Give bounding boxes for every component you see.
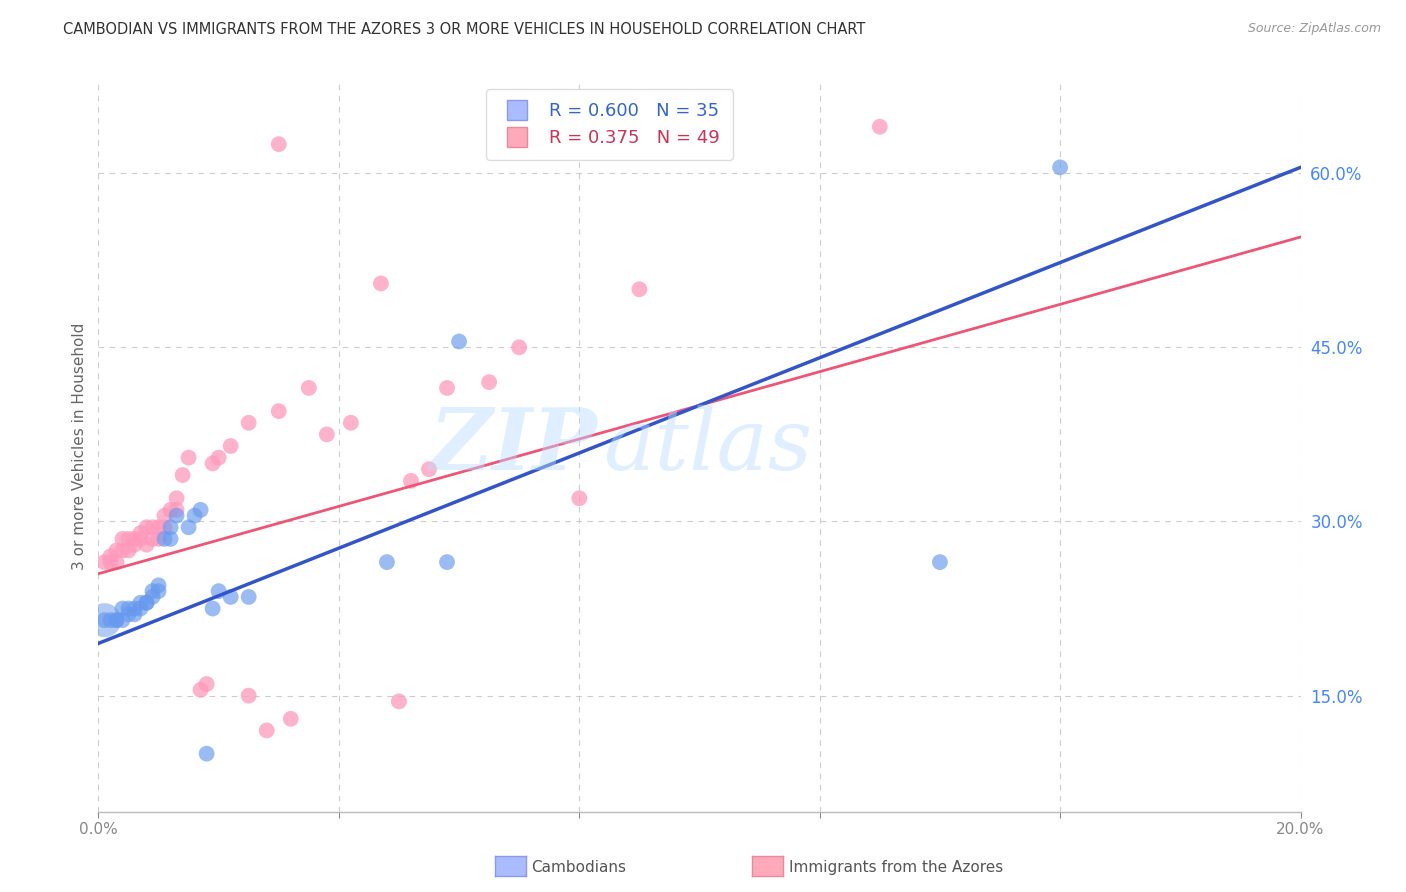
Point [256, 723, 278, 738]
Point [238, 416, 260, 430]
Point [148, 532, 170, 546]
Point [183, 508, 205, 523]
Point [208, 584, 231, 599]
Point [141, 532, 163, 546]
Point [238, 689, 260, 703]
Point [370, 277, 392, 291]
Point [159, 503, 181, 517]
Text: CAMBODIAN VS IMMIGRANTS FROM THE AZORES 3 OR MORE VEHICLES IN HOUSEHOLD CORRELAT: CAMBODIAN VS IMMIGRANTS FROM THE AZORES … [63, 22, 866, 37]
Point [141, 584, 163, 599]
Point [208, 450, 231, 465]
Point [298, 381, 321, 395]
Point [219, 439, 242, 453]
Point [117, 601, 139, 615]
Point [869, 120, 891, 134]
Point [135, 596, 157, 610]
Point [267, 137, 290, 152]
Point [166, 508, 188, 523]
Point [100, 549, 122, 564]
Point [568, 491, 591, 506]
Point [129, 596, 152, 610]
Point [105, 555, 128, 569]
Point [159, 520, 181, 534]
Point [1049, 161, 1071, 175]
Point [124, 601, 146, 615]
Text: Immigrants from the Azores: Immigrants from the Azores [789, 860, 1002, 874]
Point [195, 677, 218, 691]
Point [105, 613, 128, 627]
Point [129, 532, 152, 546]
Point [111, 601, 134, 615]
Point [172, 468, 194, 483]
Point [375, 555, 398, 569]
Point [166, 491, 188, 506]
Point [219, 590, 242, 604]
Point [117, 607, 139, 622]
Point [124, 538, 146, 552]
Point [135, 596, 157, 610]
Text: Cambodians: Cambodians [531, 860, 627, 874]
Text: atlas: atlas [603, 405, 813, 487]
Point [238, 590, 260, 604]
Point [478, 375, 501, 389]
Point [111, 613, 134, 627]
Point [166, 503, 188, 517]
Point [153, 532, 176, 546]
Y-axis label: 3 or more Vehicles in Household: 3 or more Vehicles in Household [72, 322, 87, 570]
Point [190, 503, 212, 517]
Point [141, 520, 163, 534]
Point [117, 543, 139, 558]
Point [447, 334, 470, 349]
Point [508, 340, 530, 354]
Point [105, 613, 128, 627]
Point [340, 416, 363, 430]
Point [399, 474, 422, 488]
Point [436, 381, 458, 395]
Point [105, 543, 128, 558]
Point [201, 457, 224, 471]
Point [129, 526, 152, 541]
Text: ZIP: ZIP [429, 404, 598, 488]
Point [418, 462, 440, 476]
Point [111, 532, 134, 546]
Point [124, 607, 146, 622]
Point [148, 520, 170, 534]
Point [100, 613, 122, 627]
Point [190, 682, 212, 697]
Point [929, 555, 952, 569]
Point [153, 508, 176, 523]
Point [315, 427, 337, 442]
Point [267, 404, 290, 418]
Point [148, 578, 170, 592]
Point [388, 694, 411, 708]
Point [117, 532, 139, 546]
Point [436, 555, 458, 569]
Point [100, 555, 122, 569]
Point [135, 520, 157, 534]
Point [135, 538, 157, 552]
Point [148, 584, 170, 599]
Point [124, 532, 146, 546]
Point [628, 282, 651, 296]
Point [153, 520, 176, 534]
Point [129, 601, 152, 615]
Point [201, 601, 224, 615]
Point [159, 532, 181, 546]
Point [177, 450, 200, 465]
Point [93, 613, 115, 627]
Legend: R = 0.600   N = 35, R = 0.375   N = 49: R = 0.600 N = 35, R = 0.375 N = 49 [486, 89, 733, 160]
Point [280, 712, 302, 726]
Text: Source: ZipAtlas.com: Source: ZipAtlas.com [1247, 22, 1381, 36]
Point [141, 590, 163, 604]
Point [93, 555, 115, 569]
Point [111, 543, 134, 558]
Point [195, 747, 218, 761]
Point [93, 613, 115, 627]
Point [177, 520, 200, 534]
